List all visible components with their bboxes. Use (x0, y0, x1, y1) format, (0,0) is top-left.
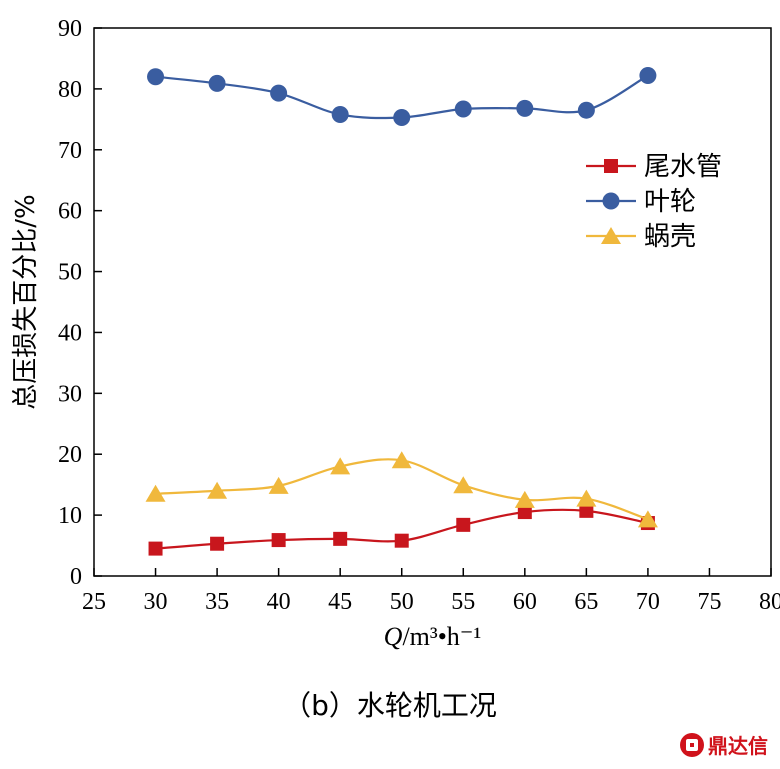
x-tick-label: 40 (267, 589, 291, 615)
data-point (147, 68, 165, 86)
data-point (208, 74, 226, 92)
y-tick-label: 60 (58, 199, 82, 225)
x-tick-label: 35 (205, 589, 229, 615)
legend-marker (602, 192, 620, 210)
x-axis-unit: /m³•h⁻¹ (402, 622, 481, 651)
data-point (268, 476, 289, 494)
data-point (517, 505, 532, 520)
data-point (331, 105, 349, 123)
data-point (453, 476, 474, 494)
legend-label: 叶轮 (644, 187, 696, 217)
x-tick-label: 30 (144, 589, 168, 615)
x-tick-label: 50 (390, 589, 414, 615)
y-tick-label: 40 (58, 320, 82, 346)
chart-series (145, 66, 658, 556)
data-point (333, 531, 348, 546)
legend-marker (601, 227, 621, 244)
data-point (637, 510, 658, 528)
y-tick-label: 0 (70, 564, 82, 590)
series-0 (148, 503, 655, 556)
legend-label: 蜗壳 (644, 222, 696, 252)
logo-icon (680, 732, 704, 757)
x-tick-label: 45 (328, 589, 352, 615)
data-point (210, 536, 225, 551)
data-point (576, 489, 597, 507)
data-point (577, 101, 595, 119)
data-point (270, 84, 288, 102)
legend-entry: 尾水管 (586, 152, 722, 182)
watermark-logo: 鼎达信 (680, 730, 768, 759)
legend-entry: 叶轮 (586, 187, 696, 217)
data-point (148, 541, 163, 556)
data-point (391, 451, 412, 469)
x-tick-label: 70 (636, 589, 660, 615)
y-tick-label: 50 (58, 260, 82, 286)
x-axis-title: Q/m³•h⁻¹ (384, 622, 482, 651)
chart-axes: 0 10 20 30 40 50 60 70 80 90 25 30 35 40 45 50 55 60 65 70 7… (58, 16, 780, 615)
figure-caption: （b）水轮机工况 (283, 689, 497, 722)
data-point (514, 490, 535, 508)
data-point (394, 533, 409, 548)
x-tick-label: 55 (451, 589, 475, 615)
y-tick-label: 90 (58, 16, 82, 42)
y-tick-label: 80 (58, 77, 82, 103)
data-point (639, 66, 657, 84)
data-point (579, 503, 594, 518)
x-tick-label: 60 (513, 589, 537, 615)
data-point (456, 517, 471, 532)
plot-frame (93, 27, 772, 577)
series-2 (145, 451, 658, 528)
x-tick-label: 75 (697, 589, 721, 615)
data-point (516, 99, 534, 117)
x-tick-label: 65 (574, 589, 598, 615)
y-tick-label: 20 (58, 442, 82, 468)
data-point (393, 109, 411, 127)
x-tick-label: 80 (759, 589, 780, 615)
y-tick-label: 70 (58, 138, 82, 164)
data-point (207, 481, 228, 499)
y-tick-label: 10 (58, 503, 82, 529)
y-tick-label: 30 (58, 381, 82, 407)
data-point (330, 457, 351, 475)
legend-entry: 蜗壳 (586, 222, 696, 252)
series-1 (147, 66, 657, 127)
watermark-text: 鼎达信 (708, 734, 768, 758)
x-axis-variable: Q (384, 622, 403, 651)
legend-marker (604, 159, 618, 173)
data-point (271, 533, 286, 548)
y-axis-title: 总压损失百分比/% (11, 194, 41, 409)
chart: 0 10 20 30 40 50 60 70 80 90 25 30 35 40 45 50 55 60 65 70 7… (11, 16, 780, 651)
data-point (454, 100, 472, 118)
legend-label: 尾水管 (644, 152, 722, 182)
data-point (145, 484, 166, 502)
chart-axis-titles: 总压损失百分比/% Q/m³•h⁻¹ (11, 194, 481, 651)
x-tick-label: 25 (82, 589, 106, 615)
